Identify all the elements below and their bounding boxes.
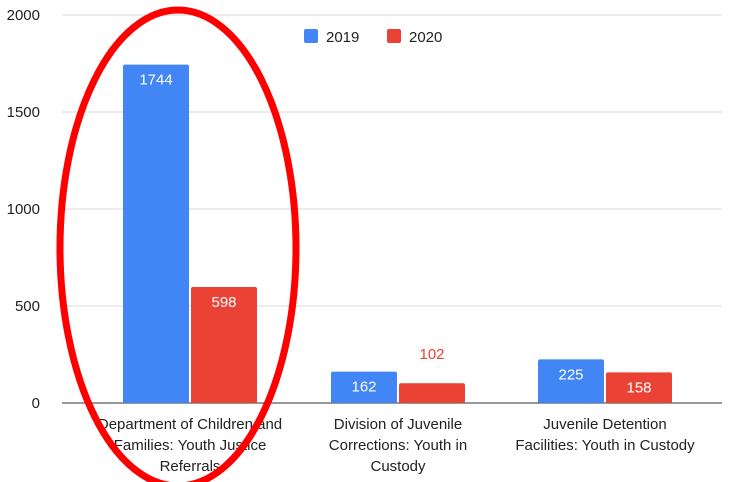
bar (123, 64, 189, 403)
data-label: 162 (351, 379, 376, 396)
legend-swatch (304, 29, 318, 43)
category-label: Department of Children and (98, 416, 282, 433)
y-tick-label: 1000 (7, 201, 40, 218)
legend: 2019 2020 (304, 29, 442, 46)
data-label: 598 (211, 294, 236, 311)
legend-label: 2020 (409, 29, 442, 46)
legend-swatch (387, 29, 401, 43)
bar (191, 286, 257, 403)
bars: 1744 162 225 598 102 158 (123, 64, 672, 403)
bar (606, 372, 672, 403)
annotation (56, 6, 300, 482)
y-axis-ticks: 0 500 1000 1500 2000 (7, 7, 40, 412)
data-label: 102 (419, 346, 444, 363)
legend-label: 2019 (326, 29, 359, 46)
bar (331, 371, 397, 403)
data-label: 158 (626, 379, 651, 396)
y-tick-label: 0 (32, 395, 40, 412)
category-label: Division of Juvenile (334, 416, 462, 433)
category-label: Referrals (160, 458, 221, 475)
bar (399, 383, 465, 403)
category-label: Families: Youth Justice (114, 437, 267, 454)
category-label: Juvenile Detention (543, 416, 666, 433)
data-label: 225 (558, 366, 583, 383)
y-tick-label: 2000 (7, 7, 40, 24)
category-label: Corrections: Youth in (329, 437, 467, 454)
data-label: 1744 (139, 72, 172, 89)
category-label: Facilities: Youth in Custody (515, 437, 695, 454)
y-tick-label: 1500 (7, 104, 40, 121)
y-tick-label: 500 (15, 298, 40, 315)
category-label: Custody (370, 458, 426, 475)
bar (538, 359, 604, 403)
highlight-ellipse (56, 6, 300, 482)
category-labels: Department of Children and Families: Yout… (98, 416, 695, 475)
